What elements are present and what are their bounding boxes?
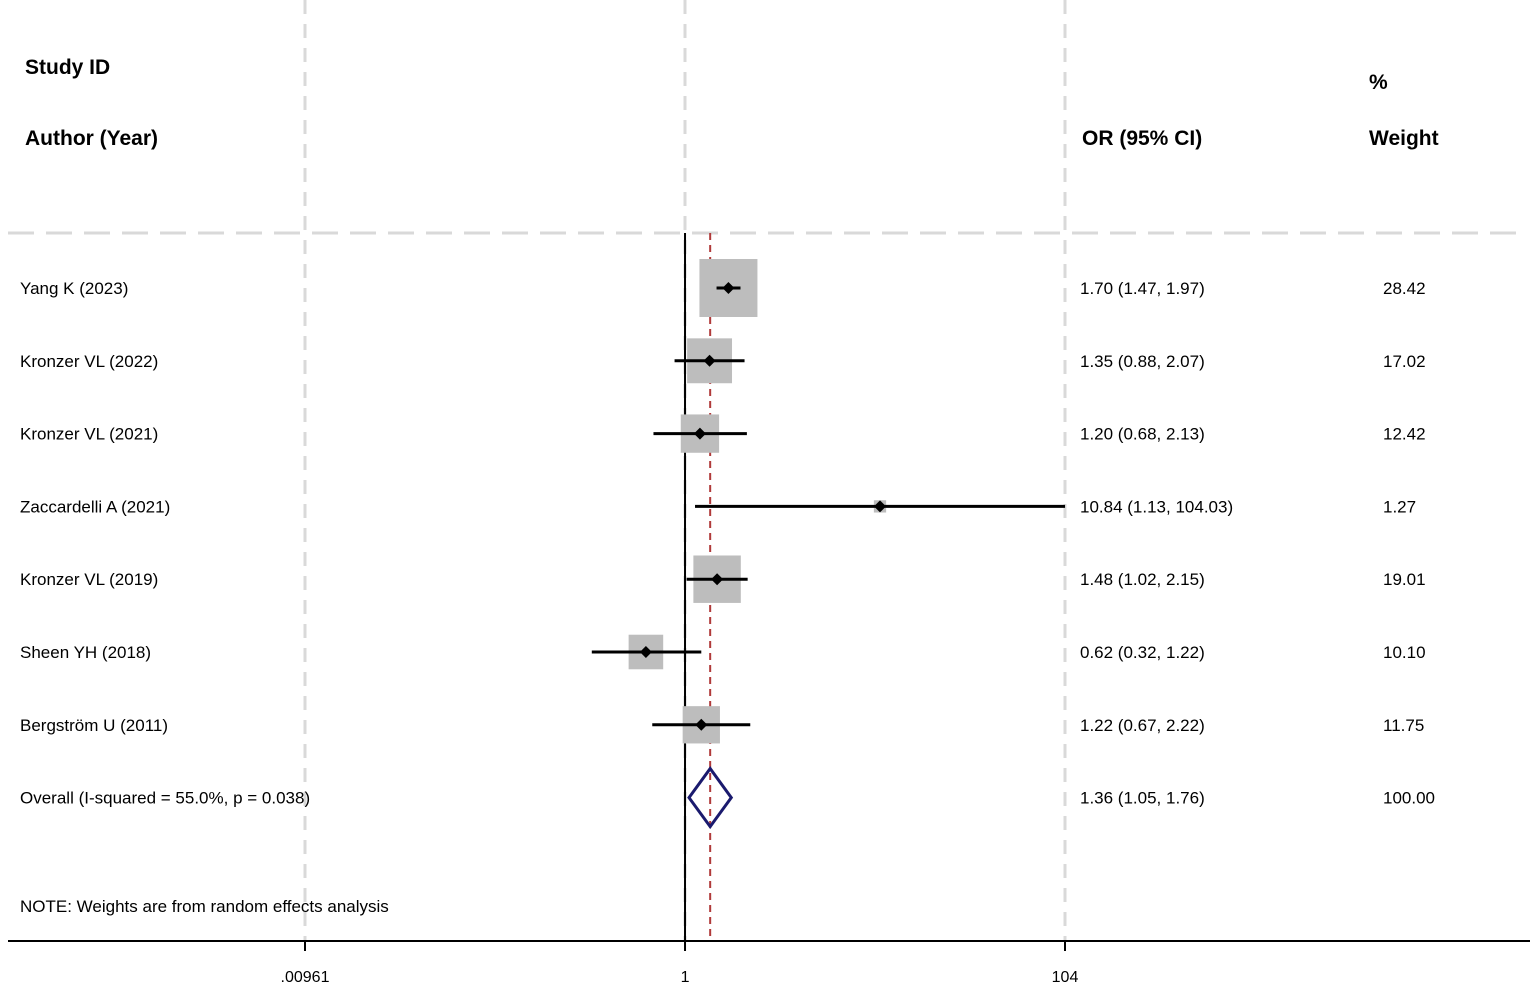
or-ci-value: 10.84 (1.13, 104.03) xyxy=(1080,497,1233,516)
or-ci-value: 1.22 (0.67, 2.22) xyxy=(1080,716,1205,735)
header-or-ci: OR (95% CI) xyxy=(1082,127,1202,150)
header-weight: Weight xyxy=(1369,127,1439,150)
point-estimate xyxy=(639,646,652,658)
x-tick-label: .00961 xyxy=(281,969,330,986)
study-label: Zaccardelli A (2021) xyxy=(20,497,170,516)
overall-or-ci-value: 1.36 (1.05, 1.76) xyxy=(1080,789,1205,808)
weight-value: 11.75 xyxy=(1383,716,1424,735)
point-estimate xyxy=(711,573,724,586)
study-label: Bergström U (2011) xyxy=(20,716,168,735)
weight-value: 19.01 xyxy=(1383,570,1426,589)
point-estimate xyxy=(695,718,708,731)
study-label: Sheen YH (2018) xyxy=(20,643,151,662)
point-estimate xyxy=(703,354,716,367)
study-label: Yang K (2023) xyxy=(20,279,128,298)
x-tick-label: 104 xyxy=(1052,969,1079,986)
overall-label: Overall (I-squared = 55.0%, p = 0.038) xyxy=(20,789,310,808)
plot-marks xyxy=(591,233,1066,941)
overall-diamond xyxy=(687,766,734,830)
or-ci-value: 0.62 (0.32, 1.22) xyxy=(1080,643,1205,662)
study-label: Kronzer VL (2021) xyxy=(20,425,158,444)
weight-value: 28.42 xyxy=(1383,279,1426,298)
or-ci-value: 1.70 (1.47, 1.97) xyxy=(1080,279,1205,298)
grid-lines xyxy=(8,0,1528,941)
overall-weight-value: 100.00 xyxy=(1383,789,1435,808)
x-tick-label: 1 xyxy=(681,969,690,986)
x-axis: .00961 1 104 xyxy=(8,940,1530,986)
header-author-year: Author (Year) xyxy=(25,127,158,150)
weight-value: 1.27 xyxy=(1383,497,1416,516)
point-estimate xyxy=(693,427,706,440)
header-study-id: Study ID xyxy=(25,56,110,79)
or-ci-value: 1.35 (0.88, 2.07) xyxy=(1080,352,1205,371)
weight-value: 10.10 xyxy=(1383,643,1426,662)
text-columns: Study ID Author (Year) OR (95% CI) % Wei… xyxy=(20,56,1439,916)
or-ci-value: 1.20 (0.68, 2.13) xyxy=(1080,425,1205,444)
point-estimate xyxy=(874,500,887,513)
study-label: Kronzer VL (2022) xyxy=(20,352,158,371)
study-label: Kronzer VL (2019) xyxy=(20,570,158,589)
weight-value: 17.02 xyxy=(1383,352,1426,371)
point-estimate xyxy=(722,282,735,294)
note-text: NOTE: Weights are from random effects an… xyxy=(20,897,389,916)
weight-value: 12.42 xyxy=(1383,425,1426,444)
header-percent: % xyxy=(1369,71,1388,94)
or-ci-value: 1.48 (1.02, 2.15) xyxy=(1080,570,1205,589)
